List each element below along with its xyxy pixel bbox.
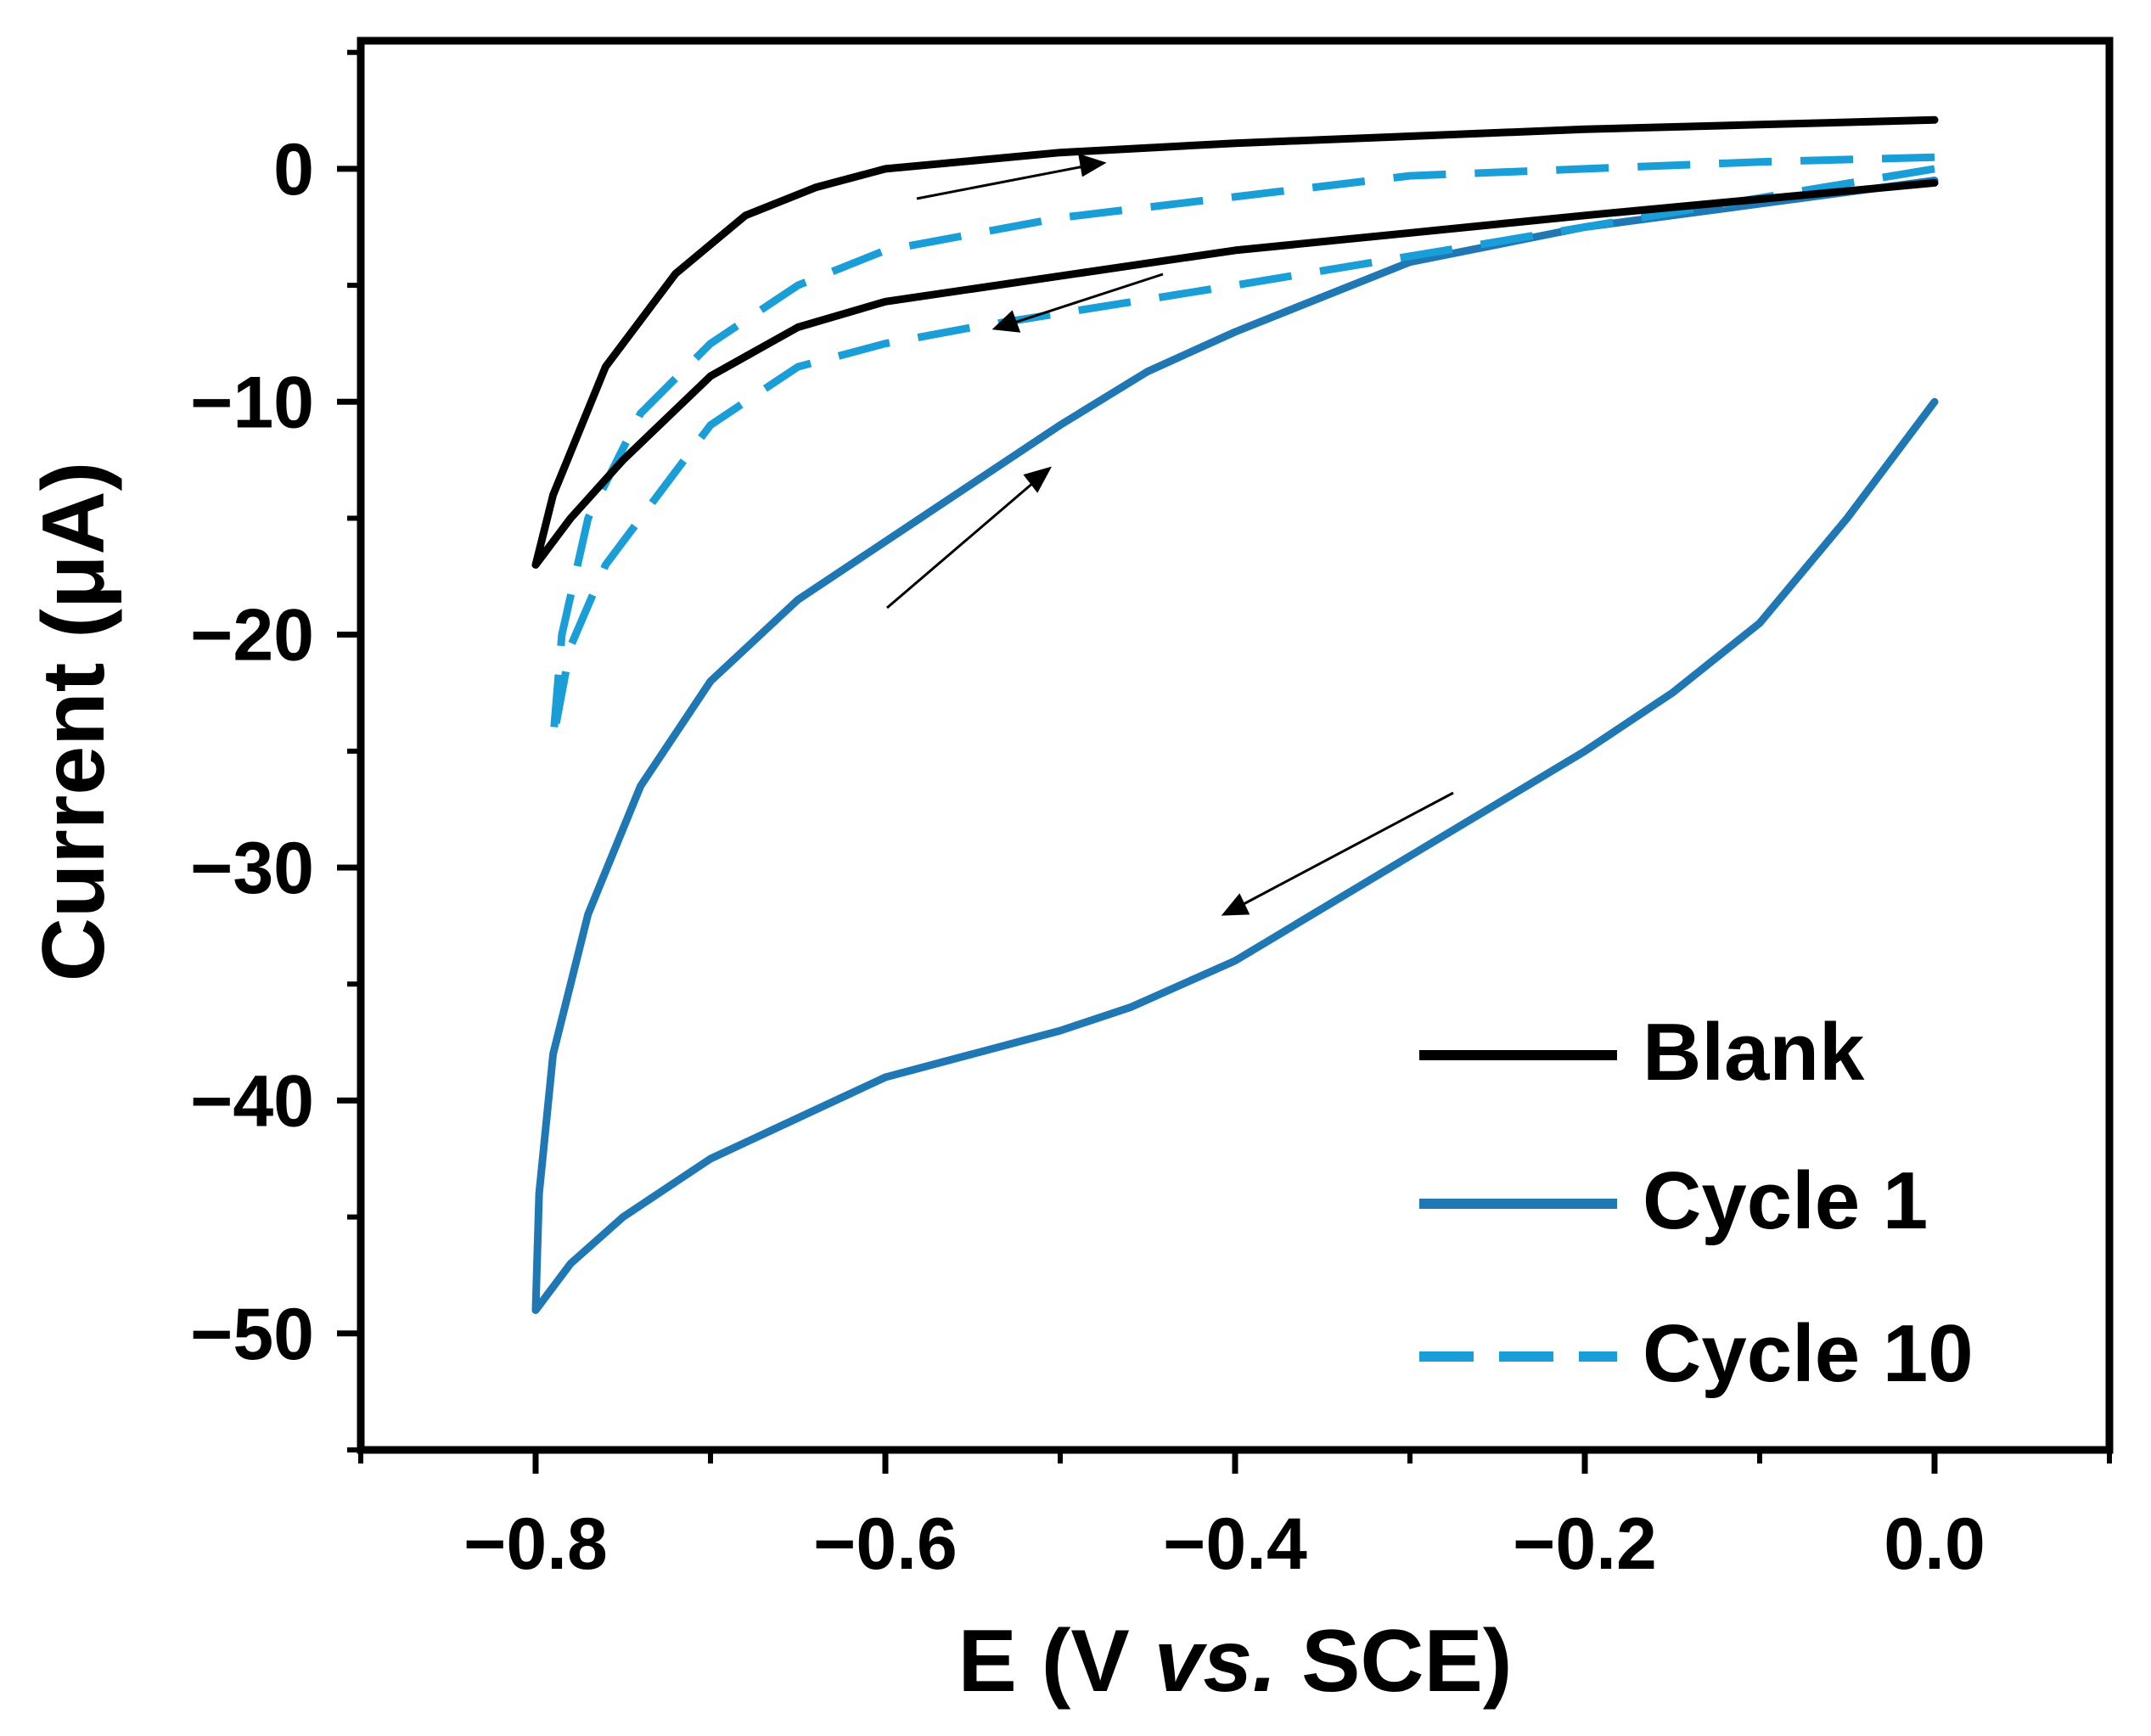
arrow-cycle1-reverse-head [1221,893,1250,916]
arrow-blank-reverse [1014,272,1164,324]
arrow-cycle1-forward-head [1023,466,1053,493]
arrow-cycle1-reverse [1243,791,1454,906]
arrow-blank-forward-head [1078,153,1107,177]
x-axis-label-tail: SCE) [1277,1612,1512,1711]
x-axis-label: E (V vs. SCE) [958,1612,1512,1711]
x-tick-label: −0.6 [813,1503,958,1585]
x-tick-label: −0.2 [1513,1503,1657,1585]
scan-direction-arrows [886,153,1454,916]
legend-label-cycle-10: Cycle 10 [1643,1308,1974,1399]
arrow-blank-reverse-head [991,310,1021,333]
y-tick-label: −20 [190,595,314,677]
y-tick-label: −40 [190,1060,314,1142]
arrow-cycle1-forward [886,480,1035,610]
x-tick-label: −0.8 [463,1503,608,1585]
y-tick-label: −10 [190,362,314,443]
curve-cycle-10 [549,153,1935,744]
legend-label-blank: Blank [1643,1007,1865,1098]
y-tick-label: 0 [273,129,314,211]
arrow-blank-forward [916,164,1089,200]
x-axis-label-italic: vs. [1154,1612,1278,1711]
x-axis-ticks: −0.8 −0.6 −0.4 −0.2 0.0 [358,1450,2112,1585]
curve-blank [531,115,1939,569]
y-tick-label: −50 [190,1294,314,1375]
curve-cycle-1 [531,177,1939,1314]
y-axis-label: Current (μA) [25,462,123,981]
x-tick-label: −0.4 [1163,1503,1307,1585]
y-axis-ticks: 0 −10 −20 −30 −40 −50 [190,49,361,1452]
legend: Blank Cycle 1 Cycle 10 [1419,1007,1974,1399]
y-tick-label: −30 [190,828,314,909]
data-curves [531,115,1939,1314]
x-tick-label: 0.0 [1884,1503,1985,1585]
x-axis-label-main: E (V [958,1612,1154,1711]
legend-label-cycle-1: Cycle 1 [1643,1155,1928,1246]
